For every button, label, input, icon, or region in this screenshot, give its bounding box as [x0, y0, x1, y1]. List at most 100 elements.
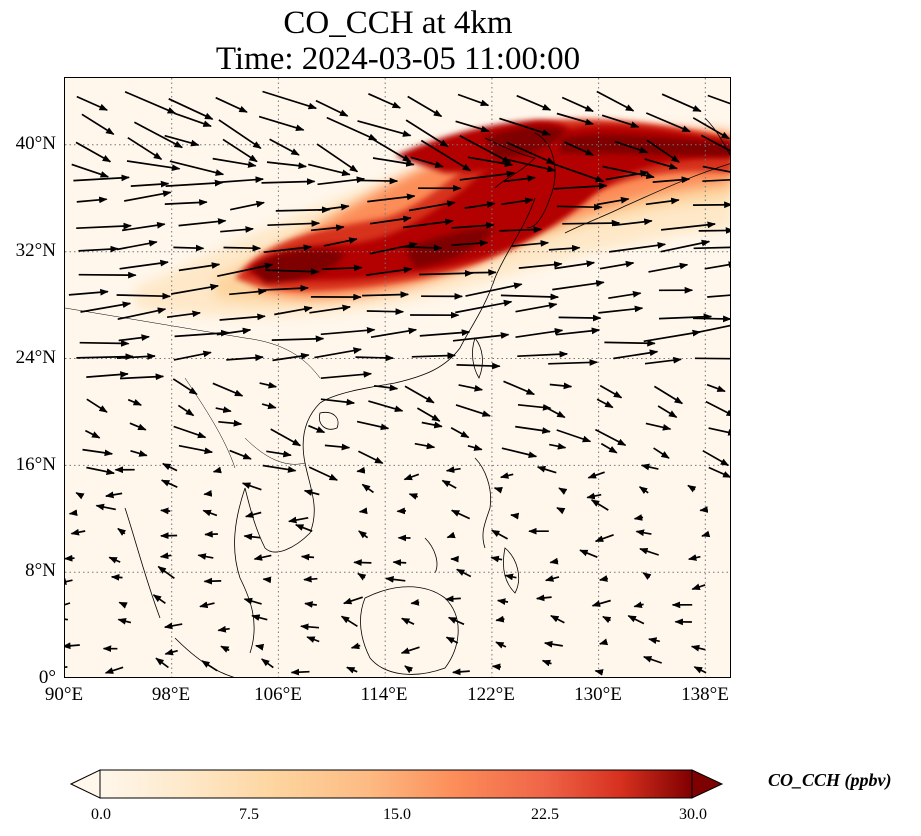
x-tick-label: 106°E	[254, 684, 302, 705]
colorbar-tick: 0.0	[91, 806, 111, 823]
wind-arrow	[212, 157, 257, 168]
wind-arrow	[353, 559, 372, 566]
wind-arrow	[503, 175, 536, 183]
wind-arrow	[117, 527, 127, 536]
wind-arrow	[261, 658, 274, 669]
wind-arrow	[602, 615, 612, 624]
wind-arrow	[230, 200, 265, 211]
wind-arrow	[579, 549, 598, 558]
wind-arrow	[203, 577, 222, 585]
wind-arrow	[369, 215, 412, 225]
wind-arrow	[490, 555, 503, 563]
wind-arrow	[645, 422, 672, 431]
wind-arrow	[458, 384, 484, 392]
wind-arrow	[265, 268, 320, 275]
wind-arrow	[65, 602, 71, 606]
wind-arrow	[661, 221, 716, 231]
wind-arrow	[445, 466, 461, 474]
wind-arrow	[503, 380, 535, 396]
x-tick-label: 90°E	[44, 684, 84, 705]
wind-arrow	[595, 428, 627, 447]
y-tick-label: 32°N	[15, 240, 56, 261]
wind-arrow	[65, 578, 73, 585]
wind-arrow	[76, 353, 134, 361]
wind-arrow	[549, 382, 573, 390]
wind-arrow	[704, 261, 730, 270]
wind-arrow	[119, 259, 169, 270]
wind-arrow	[451, 239, 489, 247]
wind-arrow	[693, 666, 707, 674]
wind-arrow	[635, 529, 652, 537]
wind-arrow	[357, 572, 367, 581]
wind-arrow	[261, 402, 277, 410]
wind-arrow	[441, 479, 457, 489]
wind-arrow	[322, 264, 363, 272]
wind-arrow	[118, 601, 128, 609]
wind-arrow	[79, 339, 130, 347]
wind-arrow	[403, 244, 443, 252]
wind-arrow	[173, 112, 212, 128]
wind-arrow	[549, 557, 559, 565]
wind-arrow	[127, 398, 142, 406]
wind-arrow	[172, 378, 198, 396]
wind-arrow	[75, 141, 112, 163]
x-tick-label: 138°E	[681, 684, 729, 705]
wind-arrow	[255, 643, 265, 651]
wind-arrow	[642, 572, 652, 580]
wind-arrow	[274, 305, 313, 316]
wind-arrow	[604, 339, 656, 347]
wind-arrow	[465, 282, 523, 297]
wind-arrow	[564, 141, 595, 156]
wind-arrow	[590, 499, 609, 511]
wind-arrow	[700, 134, 730, 155]
wind-arrow	[511, 240, 550, 248]
wind-arrow	[648, 262, 689, 273]
x-tick-label: 130°E	[574, 684, 622, 705]
wind-arrow	[401, 617, 415, 625]
x-tick-label: 114°E	[360, 684, 408, 705]
wind-arrow	[164, 199, 208, 206]
wind-arrow	[644, 356, 682, 365]
wind-arrow	[372, 138, 412, 163]
wind-arrow	[323, 237, 358, 247]
wind-arrow	[174, 329, 230, 338]
wind-arrow	[73, 174, 130, 182]
wind-arrow	[407, 95, 443, 118]
wind-arrow	[216, 327, 252, 336]
wind-arrow	[544, 575, 560, 582]
wind-arrow	[594, 534, 614, 543]
wind-arrow	[215, 96, 248, 113]
wind-arrow	[366, 266, 413, 276]
wind-arrow	[70, 528, 86, 536]
wind-arrow	[168, 98, 214, 120]
wind-arrow	[687, 484, 697, 493]
wind-arrow	[124, 190, 172, 202]
wind-arrow	[408, 200, 456, 212]
wind-arrow	[455, 404, 491, 417]
wind-arrow	[658, 313, 713, 321]
wind-arrow	[220, 226, 254, 233]
wind-arrow	[160, 507, 171, 515]
wind-arrow	[496, 598, 509, 605]
wind-arrow	[467, 444, 483, 451]
wind-arrow	[243, 597, 262, 605]
wind-arrow	[130, 180, 170, 188]
wind-arrow	[640, 463, 659, 471]
wind-arrow	[452, 668, 470, 676]
wind-arrow	[75, 492, 85, 500]
wind-arrow	[356, 466, 366, 474]
wind-arrow	[204, 530, 218, 538]
wind-arrow	[608, 241, 667, 253]
wind-arrow	[170, 283, 219, 295]
wind-arrow	[707, 94, 730, 105]
wind-arrow	[517, 350, 569, 358]
wind-arrow	[76, 196, 108, 204]
wind-arrow	[613, 218, 653, 227]
wind-arrow	[627, 615, 645, 625]
wind-arrow	[127, 136, 163, 161]
wind-arrow	[105, 491, 123, 499]
wind-arrow	[491, 529, 509, 540]
wind-arrow	[290, 668, 310, 676]
wind-arrow	[410, 598, 420, 606]
wind-arrow	[218, 119, 262, 150]
